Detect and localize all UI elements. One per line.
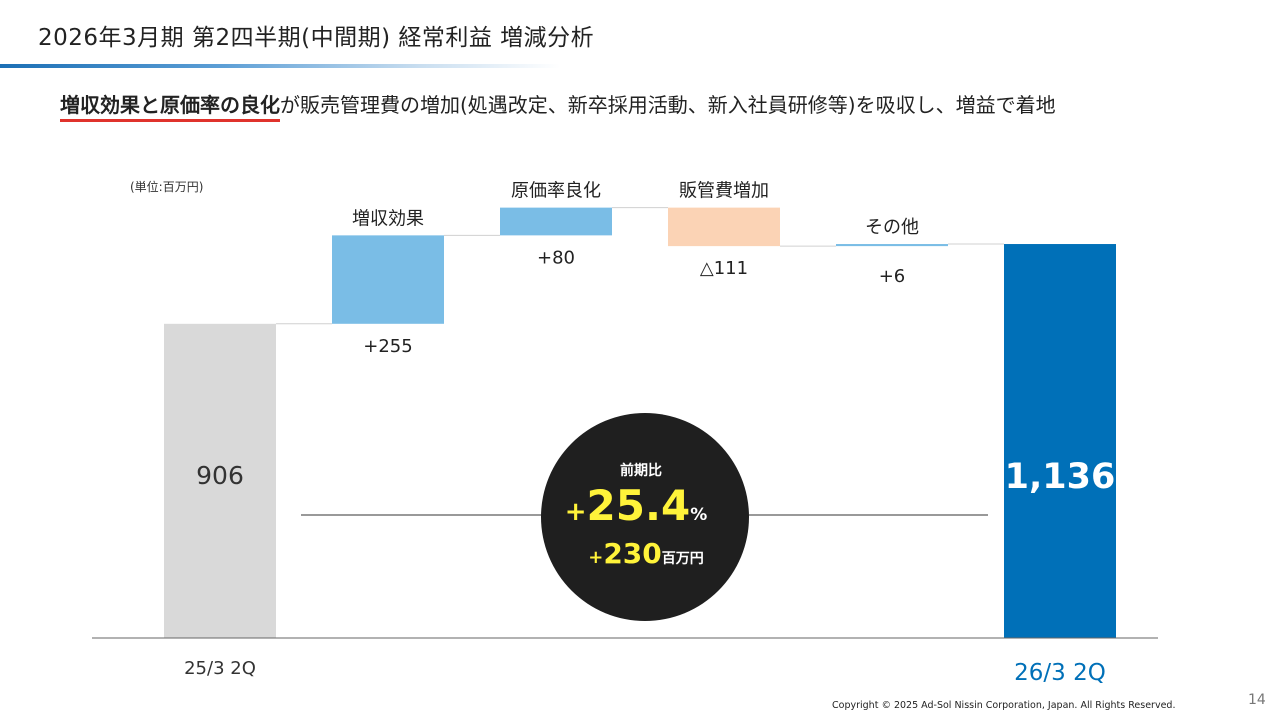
- summary-amount: +230百万円: [588, 537, 704, 570]
- summary-heading: 前期比: [620, 462, 662, 479]
- bar-5: [836, 244, 948, 247]
- value-label-4: △111: [700, 258, 748, 279]
- value-label-2: +255: [363, 336, 412, 357]
- bar-3: [500, 207, 612, 236]
- headline-emphasis: 増収効果と原価率の良化: [60, 93, 280, 122]
- value-label-1: 906: [196, 461, 244, 490]
- page-number: 14: [1248, 692, 1266, 708]
- bar-6: [1004, 244, 1116, 638]
- footer-copyright: Copyright © 2025 Ad-Sol Nissin Corporati…: [832, 700, 1176, 711]
- bar-4: [668, 207, 780, 247]
- title-underline: [0, 64, 560, 68]
- value-label-6: 1,136: [1005, 457, 1116, 497]
- category-label-5: その他: [865, 217, 919, 238]
- slide-title: 2026年3月期 第2四半期(中間期) 経常利益 増減分析: [38, 25, 595, 51]
- value-label-5: +6: [879, 266, 906, 287]
- category-label-4: 販管費増加: [679, 181, 769, 202]
- summary-percent: +25.4%: [565, 481, 707, 530]
- category-label-2: 増収効果: [352, 208, 424, 229]
- category-label-3: 原価率良化: [511, 181, 601, 202]
- bar-2: [332, 235, 444, 324]
- category-label-6: 26/3 2Q: [1014, 660, 1106, 686]
- unit-label: (単位:百万円): [130, 180, 204, 194]
- bar-1: [164, 323, 276, 638]
- headline: 増収効果と原価率の良化が販売管理費の増加(処遇改定、新卒採用活動、新入社員研修等…: [60, 89, 1056, 122]
- value-label-3: +80: [537, 247, 575, 268]
- summary-circle: [541, 413, 749, 621]
- headline-rest: が販売管理費の増加(処遇改定、新卒採用活動、新入社員研修等)を吸収し、増益で着地: [280, 93, 1056, 117]
- category-label-1: 25/3 2Q: [184, 658, 256, 679]
